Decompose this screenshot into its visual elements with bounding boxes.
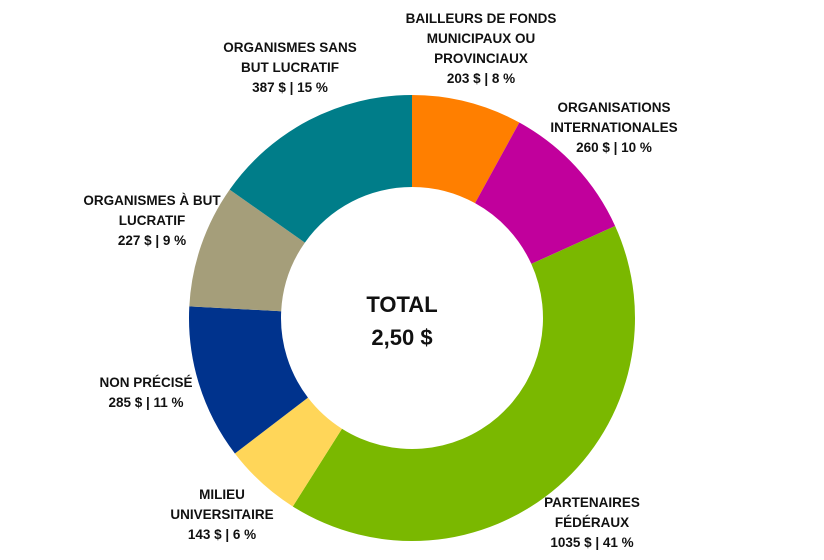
slice-labels: BAILLEURS DE FONDS MUNICIPAUX OU PROVINCIA… [83, 11, 677, 550]
donut-slice-4 [189, 306, 308, 454]
slice-value-label: 227 $ | 9 % [118, 233, 186, 248]
donut-slices [189, 95, 636, 542]
slice-name-label: BUT LUCRATIF [241, 60, 339, 75]
slice-name-label: ORGANISATIONS [557, 100, 670, 115]
slice-name-label: BAILLEURS DE FONDS [406, 11, 557, 26]
donut-slice-3 [234, 397, 342, 507]
slice-name-label: LUCRATIF [119, 213, 186, 228]
slice-name-label: UNIVERSITAIRE [170, 507, 273, 522]
donut-slice-0 [412, 95, 520, 204]
slice-name-label: FÉDÉRAUX [555, 515, 629, 530]
slice-value-label: 387 $ | 15 % [252, 80, 328, 95]
donut-slice-2 [292, 225, 636, 542]
slice-name-label: ORGANISMES SANS [223, 40, 357, 55]
donut-slice-6 [229, 95, 412, 243]
slice-value-label: 143 $ | 6 % [188, 527, 256, 542]
slice-name-label: PROVINCIAUX [434, 51, 528, 66]
slice-name-label: ORGANISMES À BUT [83, 193, 221, 208]
slice-name-label: MILIEU [199, 487, 245, 502]
slice-value-label: 260 $ | 10 % [576, 140, 652, 155]
donut-slice-5 [189, 189, 305, 312]
center-value: 2,50 $ [371, 325, 432, 350]
slice-name-label: PARTENAIRES [544, 495, 640, 510]
slice-name-label: NON PRÉCISÉ [99, 375, 192, 390]
slice-value-label: 285 $ | 11 % [108, 395, 183, 410]
slice-name-label: MUNICIPAUX OU [427, 31, 536, 46]
slice-value-label: 203 $ | 8 % [447, 71, 515, 86]
slice-name-label: INTERNATIONALES [550, 120, 677, 135]
center-title: TOTAL [366, 292, 437, 317]
donut-slice-1 [475, 122, 616, 264]
slice-value-label: 1035 $ | 41 % [550, 535, 633, 550]
